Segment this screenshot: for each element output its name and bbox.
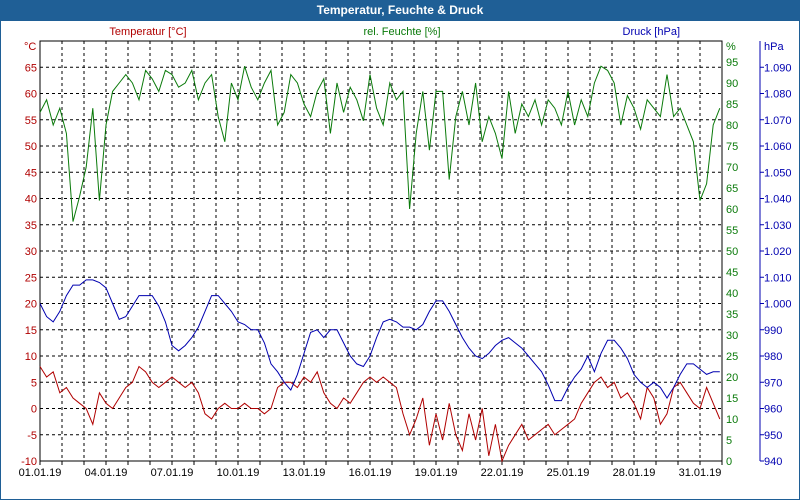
pressure-unit-label: hPa [764, 41, 784, 53]
series-header: rel. Feuchte [%] [363, 26, 440, 38]
humidity-tick-label: 70 [726, 162, 738, 174]
pressure-tick-label: 1.020 [764, 246, 792, 258]
pressure-tick-label: 940 [764, 456, 782, 468]
humidity-tick-label: 20 [726, 372, 738, 384]
x-tick-label: 22.01.19 [481, 467, 524, 479]
humidity-tick-label: 45 [726, 267, 738, 279]
temperature-tick-label: 60 [25, 89, 37, 101]
humidity-tick-label: 10 [726, 414, 738, 426]
pressure-tick-label: 1.090 [764, 62, 792, 74]
humidity-tick-label: 30 [726, 330, 738, 342]
window-title: Temperatur, Feuchte & Druck [0, 0, 800, 20]
humidity-tick-label: 95 [726, 57, 738, 69]
series-lines [39, 65, 721, 463]
pressure-tick-label: 1.060 [764, 141, 792, 153]
pressure-tick-label: 1.050 [764, 167, 792, 179]
temperature-unit-label: °C [24, 41, 36, 53]
x-tick-label: 31.01.19 [679, 467, 722, 479]
pressure-tick-label: 1.070 [764, 115, 792, 127]
pressure-tick-label: 950 [764, 430, 782, 442]
temperature-tick-label: 55 [25, 115, 37, 127]
humidity-tick-label: 60 [726, 204, 738, 216]
humidity-tick-label: 90 [726, 78, 738, 90]
axes [39, 40, 764, 465]
temperature-tick-label: 45 [25, 167, 37, 179]
pressure-tick-label: 1.040 [764, 194, 792, 206]
series-header: Temperatur [°C] [109, 26, 186, 38]
pressure-tick-label: 1.010 [764, 272, 792, 284]
temperature-tick-label: 30 [25, 246, 37, 258]
temperature-tick-label: 25 [25, 272, 37, 284]
humidity-tick-label: 5 [726, 435, 732, 447]
x-tick-label: 19.01.19 [415, 467, 458, 479]
pressure-tick-label: 1.000 [764, 299, 792, 311]
temperature-tick-label: -10 [21, 456, 37, 468]
series-header: Druck [hPa] [623, 26, 680, 38]
x-tick-label: 01.01.19 [19, 467, 62, 479]
x-tick-label: 13.01.19 [283, 467, 326, 479]
humidity-tick-label: 25 [726, 351, 738, 363]
x-tick-label: 07.01.19 [151, 467, 194, 479]
humidity-tick-label: 85 [726, 99, 738, 111]
pressure-tick-label: 960 [764, 404, 782, 416]
temperature-tick-label: 0 [31, 404, 37, 416]
series-headers: Temperatur [°C] rel. Feuchte [%] Druck [hP… [109, 26, 680, 38]
plot-border [39, 40, 723, 462]
x-tick-label: 28.01.19 [613, 467, 656, 479]
humidity-tick-label: 55 [726, 225, 738, 237]
tick-labels: -10 -5 0 5 10 15 20 25 30 35 40 45 50 55 60 65 0 5 10 15 20 2… [19, 41, 792, 479]
temperature-tick-label: 50 [25, 141, 37, 153]
humidity-tick-label: 80 [726, 120, 738, 132]
temperature-tick-label: 5 [31, 377, 37, 389]
pressure-tick-label: 970 [764, 377, 782, 389]
temperature-tick-label: 35 [25, 220, 37, 232]
humidity-tick-label: 40 [726, 288, 738, 300]
weather-chart: -10 -5 0 5 10 15 20 25 30 35 40 45 50 55 60 65 0 5 10 15 20 2… [19, 26, 792, 479]
humidity-tick-label: 15 [726, 393, 738, 405]
grid [40, 41, 722, 461]
temperature-tick-label: 65 [25, 62, 37, 74]
humidity-tick-label: 75 [726, 141, 738, 153]
series-line [39, 65, 721, 222]
x-tick-label: 10.01.19 [217, 467, 260, 479]
x-tick-label: 04.01.19 [85, 467, 128, 479]
x-tick-label: 16.01.19 [349, 467, 392, 479]
humidity-tick-label: 65 [726, 183, 738, 195]
temperature-tick-label: 10 [25, 351, 37, 363]
humidity-tick-label: 50 [726, 246, 738, 258]
x-tick-label: 25.01.19 [547, 467, 590, 479]
temperature-tick-label: 20 [25, 299, 37, 311]
temperature-tick-label: -5 [27, 430, 37, 442]
series-line [39, 365, 721, 463]
temperature-tick-label: 15 [25, 325, 37, 337]
pressure-tick-label: 1.030 [764, 220, 792, 232]
humidity-unit-label: % [726, 41, 736, 53]
humidity-tick-label: 0 [726, 456, 732, 468]
series-line [39, 279, 720, 402]
pressure-tick-label: 990 [764, 325, 782, 337]
pressure-tick-label: 980 [764, 351, 782, 363]
pressure-tick-label: 1.080 [764, 89, 792, 101]
humidity-tick-label: 35 [726, 309, 738, 321]
temperature-tick-label: 40 [25, 194, 37, 206]
